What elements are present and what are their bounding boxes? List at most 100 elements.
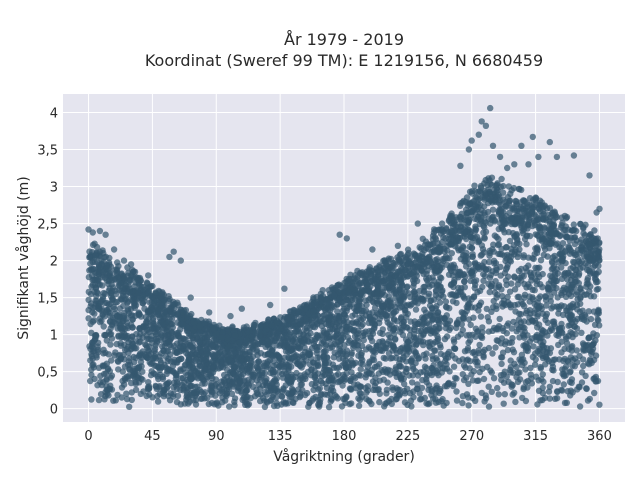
data-point: [348, 369, 355, 376]
data-point: [433, 367, 440, 375]
data-point: [474, 377, 481, 384]
data-point: [433, 256, 441, 263]
data-point: [155, 307, 162, 315]
data-point: [412, 368, 419, 375]
data-point: [394, 318, 401, 325]
data-point: [451, 374, 459, 382]
data-point: [418, 322, 425, 329]
data-point: [363, 368, 370, 375]
data-point: [591, 227, 598, 234]
data-point: [278, 401, 285, 408]
data-point: [264, 379, 271, 386]
data-point: [201, 366, 209, 373]
data-point: [383, 386, 391, 393]
data-point: [299, 340, 306, 347]
data-point: [441, 315, 448, 322]
data-point: [338, 331, 345, 339]
data-point: [173, 398, 181, 406]
data-point: [270, 329, 277, 336]
data-point: [198, 388, 205, 396]
data-point: [182, 369, 189, 376]
data-point: [505, 183, 512, 190]
data-point: [461, 284, 468, 291]
data-point: [589, 345, 597, 352]
data-point: [235, 344, 242, 351]
data-point: [392, 336, 399, 343]
data-point: [522, 366, 529, 373]
data-point: [121, 346, 129, 354]
data-point: [128, 321, 135, 328]
data-point: [147, 360, 155, 367]
data-point: [573, 347, 580, 354]
data-point: [491, 187, 498, 194]
data-point: [297, 316, 304, 323]
data-point: [106, 312, 114, 320]
data-point: [530, 343, 537, 350]
data-point: [425, 290, 433, 297]
data-point: [516, 310, 523, 317]
data-point: [444, 247, 451, 254]
data-point: [498, 245, 505, 253]
data-point: [552, 274, 559, 282]
data-point: [286, 394, 293, 401]
data-point: [273, 361, 280, 369]
data-point: [336, 345, 343, 353]
data-point: [504, 346, 512, 354]
data-point: [501, 229, 508, 236]
data-point: [85, 315, 92, 322]
data-point: [112, 397, 120, 404]
data-point: [118, 384, 126, 391]
data-point: [585, 308, 592, 315]
data-point: [385, 397, 393, 405]
data-point: [220, 378, 228, 385]
data-point: [485, 258, 493, 266]
data-point: [173, 382, 180, 389]
data-point: [385, 298, 392, 305]
data-point: [460, 314, 467, 321]
data-point: [383, 312, 390, 319]
data-point: [470, 348, 477, 356]
data-point: [406, 332, 414, 339]
data-point: [407, 302, 414, 309]
data-point: [341, 395, 349, 403]
data-point: [532, 319, 539, 327]
data-point: [157, 364, 165, 371]
data-point: [518, 265, 525, 273]
data-point: [400, 319, 407, 326]
data-point: [595, 317, 602, 324]
data-point: [133, 373, 140, 380]
data-point: [464, 220, 471, 228]
data-point: [371, 318, 378, 325]
data-point: [117, 356, 124, 363]
data-point: [321, 304, 328, 311]
data-point: [472, 333, 479, 340]
data-point: [143, 318, 150, 325]
data-point: [108, 386, 116, 393]
data-point: [520, 385, 527, 393]
data-point: [247, 348, 254, 356]
data-point: [285, 376, 292, 384]
data-point: [95, 364, 103, 371]
data-point: [463, 357, 470, 364]
data-point: [87, 377, 94, 385]
data-point: [181, 400, 188, 407]
data-point: [108, 357, 115, 364]
data-point: [132, 386, 140, 394]
data-point: [369, 337, 376, 345]
data-point: [95, 396, 103, 404]
data-point: [446, 368, 453, 375]
data-point: [415, 355, 422, 362]
data-point: [118, 324, 126, 331]
data-point: [514, 237, 521, 244]
data-point: [112, 349, 119, 356]
data-point: [401, 399, 409, 406]
data-point: [101, 313, 108, 320]
data-point: [511, 389, 518, 396]
data-point: [143, 342, 150, 349]
data-point: [123, 395, 131, 403]
data-point: [207, 386, 214, 393]
data-point: [285, 335, 292, 342]
data-point: [338, 403, 346, 410]
data-point: [168, 311, 175, 318]
data-point: [501, 391, 508, 398]
